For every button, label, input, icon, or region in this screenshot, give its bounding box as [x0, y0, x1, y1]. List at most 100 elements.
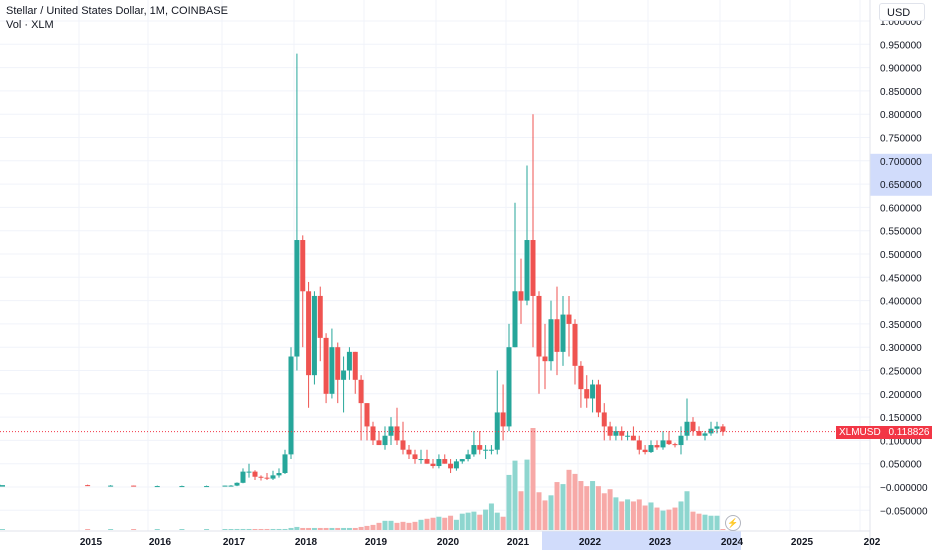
candle-body	[306, 291, 312, 376]
volume-bar	[394, 522, 400, 530]
volume-bar	[85, 529, 91, 530]
price-tick-label: 0.450000	[880, 273, 922, 284]
volume-bar	[483, 509, 489, 530]
candle-body	[560, 314, 566, 352]
candle-body	[494, 412, 500, 450]
volume-bar	[584, 486, 590, 530]
time-tick-label: 2018	[295, 537, 318, 548]
candle-body	[376, 440, 382, 446]
price-tick-label: −0.050000	[880, 506, 928, 517]
time-tick-label: 2016	[149, 537, 172, 548]
volume-bar	[471, 511, 477, 530]
candle-body	[566, 314, 572, 324]
volume-bar	[560, 484, 566, 530]
volume-bar	[630, 501, 636, 530]
volume-bar	[708, 515, 714, 530]
volume-bar	[270, 528, 276, 530]
candle-body	[352, 351, 358, 380]
volume-bar	[358, 526, 364, 530]
volume-bar	[179, 529, 185, 530]
candle-body	[678, 435, 684, 446]
volume-bar	[601, 493, 607, 530]
candle-body	[252, 471, 258, 477]
volume-bar	[702, 514, 708, 530]
candle-body	[335, 347, 341, 380]
candles	[0, 53, 726, 488]
candle-body	[548, 319, 554, 362]
volume-bar	[572, 473, 578, 530]
candle-body	[512, 291, 518, 348]
candle-body	[477, 445, 483, 450]
candle-body	[702, 433, 708, 436]
volume-bar	[276, 528, 282, 530]
volume-bar	[542, 500, 548, 530]
volume-bar	[678, 501, 684, 530]
volume-bar	[578, 481, 584, 530]
candle-body	[590, 384, 596, 399]
volume-bar	[282, 528, 288, 530]
candle-body	[500, 412, 506, 427]
candle-body	[246, 471, 252, 473]
time-axis-labels: 2015 2016 2017 2018 2019 2020 2021 2022 2023 2024…	[80, 537, 881, 548]
volume-bar	[317, 527, 323, 530]
currency-button[interactable]: USD	[879, 3, 925, 21]
volume-bar	[264, 528, 270, 530]
volume-bar	[430, 517, 436, 530]
candle-body	[453, 461, 459, 469]
volume-bar	[288, 527, 294, 530]
candle-body	[329, 347, 335, 394]
volume-bar	[352, 527, 358, 530]
candle-body	[317, 295, 323, 338]
candle-body	[572, 323, 578, 366]
time-tick-label: 202	[864, 537, 881, 548]
candle-body	[630, 435, 636, 441]
volume-bar	[696, 513, 702, 530]
lightning-icon[interactable]: ⚡	[725, 515, 741, 531]
candle-body	[506, 347, 512, 427]
volume-bar	[595, 486, 601, 530]
volume-bar	[548, 495, 554, 530]
price-tick-label: 1.000000	[880, 17, 922, 28]
price-tag-symbol: XLMUSD	[839, 427, 881, 438]
volume-bar	[252, 528, 258, 530]
candle-body	[442, 459, 448, 464]
volume-bar	[506, 474, 512, 530]
candle-body	[696, 431, 702, 436]
price-tick-label: −0.000000	[880, 483, 928, 494]
volume-bar	[346, 527, 352, 530]
candle-body	[418, 459, 424, 461]
candle-body	[323, 337, 329, 394]
candle-body	[607, 426, 613, 436]
volume-bar	[636, 499, 642, 530]
candle-body	[264, 477, 270, 479]
time-axis-highlight	[542, 531, 741, 550]
candle-body	[0, 485, 5, 487]
candle-body	[85, 485, 91, 487]
volume-bar	[240, 528, 246, 530]
volume-bar	[154, 529, 160, 530]
volume-bar	[364, 525, 370, 530]
volume-bar	[536, 492, 542, 530]
volume-bar	[684, 491, 690, 530]
price-tick-label: 0.800000	[880, 110, 922, 121]
candle-body	[483, 449, 489, 451]
candle-body	[424, 459, 430, 464]
candle-body	[636, 440, 642, 450]
candle-body	[708, 428, 714, 434]
volume-bar	[311, 527, 317, 530]
volume-bar	[400, 521, 406, 530]
volume-bar	[222, 529, 228, 530]
volume-bar	[0, 529, 5, 530]
volume-bar	[131, 529, 137, 530]
volume-bar	[477, 514, 483, 530]
time-tick-label: 2025	[791, 537, 814, 548]
price-tick-label: 0.400000	[880, 297, 922, 308]
volume-bar	[329, 527, 335, 530]
candle-body	[258, 476, 264, 478]
price-tick-label: 0.100000	[880, 436, 922, 447]
candle-body	[382, 435, 388, 446]
volume-bar	[500, 516, 506, 530]
candle-body	[270, 475, 276, 479]
volume-bar	[258, 528, 264, 530]
